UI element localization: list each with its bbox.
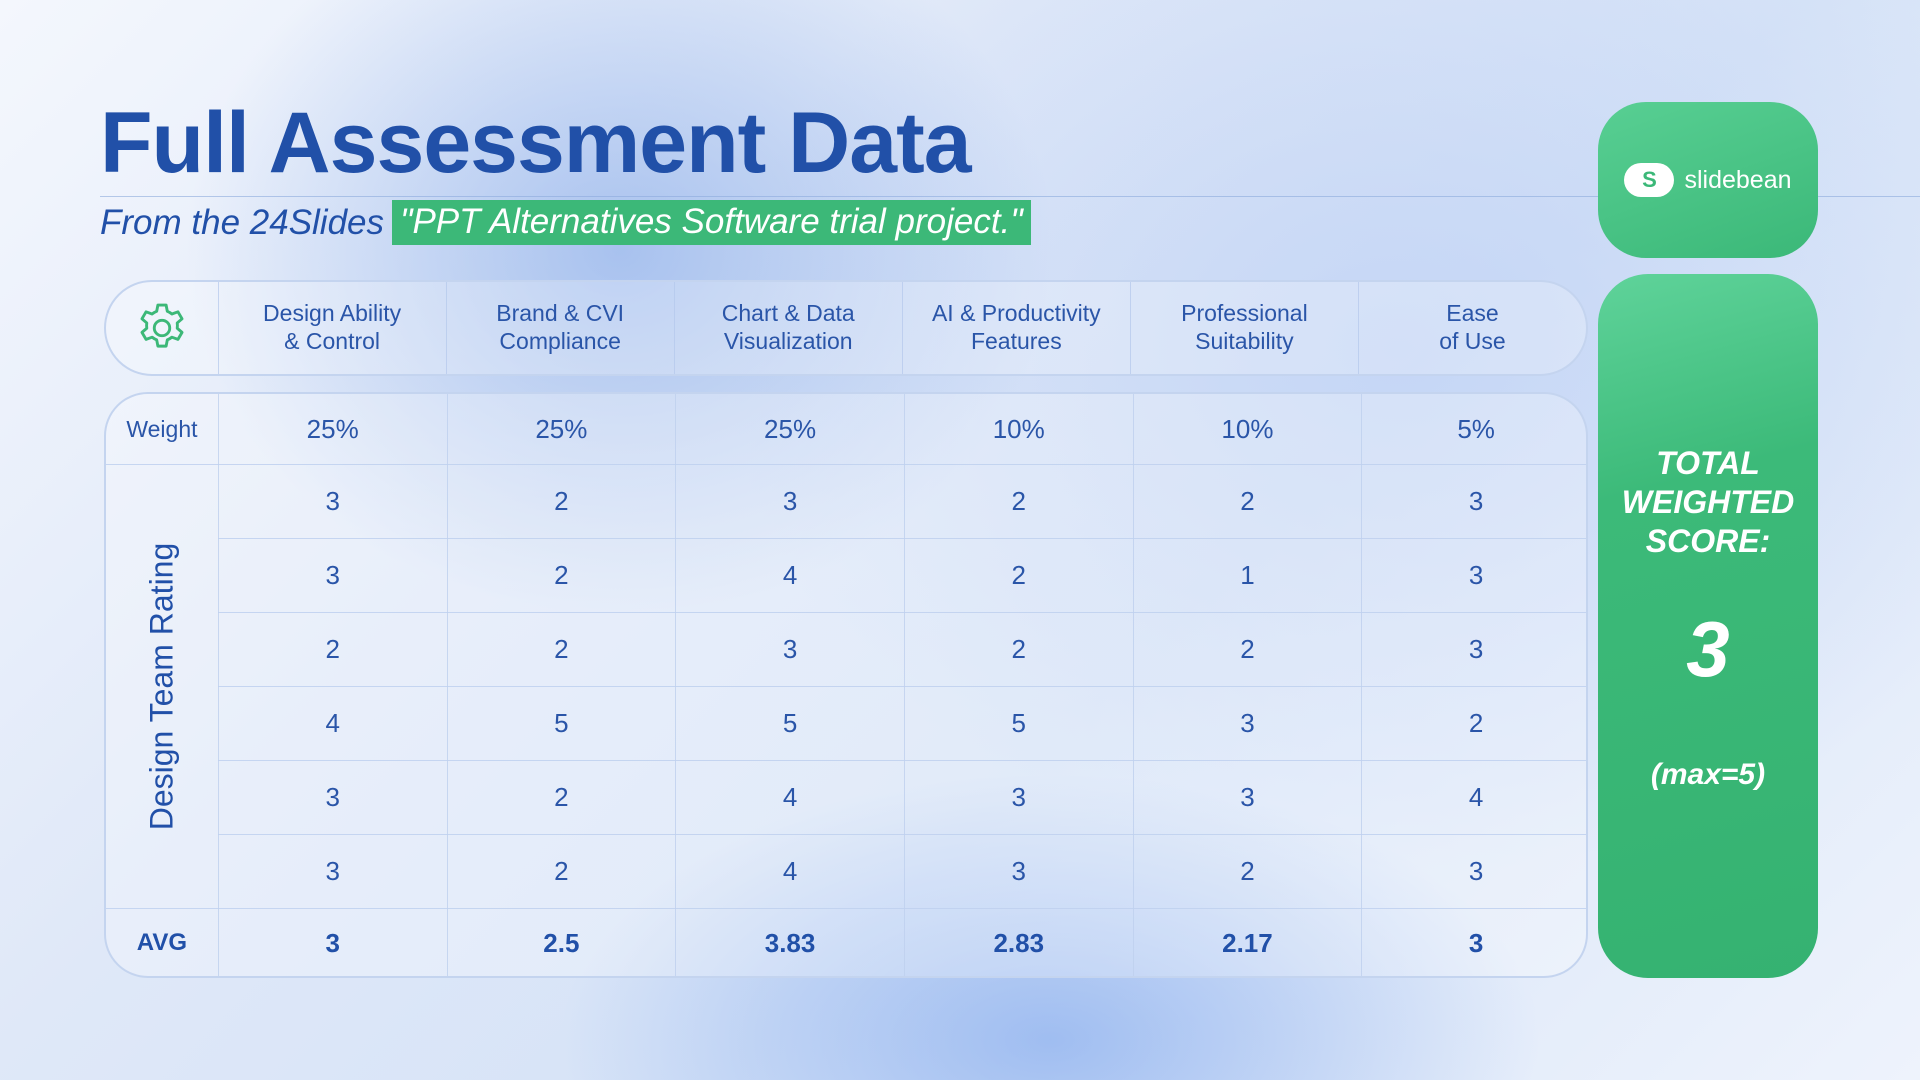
assessment-table: Weight 25% 25% 25% 10% 10% 5% Design Tea… xyxy=(104,392,1588,978)
rating-cell: 3 xyxy=(903,834,1133,908)
row-divider xyxy=(218,538,1586,539)
row-spacer xyxy=(106,834,218,908)
rating-cell: 3 xyxy=(217,834,447,908)
header-professional: Professional Suitability xyxy=(1129,282,1358,374)
weight-cell: 10% xyxy=(1132,394,1362,464)
gear-icon xyxy=(140,303,184,348)
avg-label: AVG xyxy=(136,929,188,956)
score-max: (max=5) xyxy=(1650,758,1766,791)
rating-cell: 5 xyxy=(903,686,1133,760)
slidebean-logo-icon: S xyxy=(1624,163,1675,197)
row-divider xyxy=(106,908,1586,909)
rating-cell: 2 xyxy=(446,834,676,908)
rating-cell: 4 xyxy=(675,538,904,612)
rating-cell: 2 xyxy=(217,612,447,686)
subtitle: From the 24Slides "PPT Alternatives Soft… xyxy=(100,200,1031,245)
rating-cell: 4 xyxy=(1361,760,1586,834)
avg-cell: 2.17 xyxy=(1132,908,1362,976)
avg-cell: 2.83 xyxy=(903,908,1133,976)
row-spacer xyxy=(106,686,218,760)
weight-cell: 5% xyxy=(1361,394,1586,464)
header-icon-cell xyxy=(106,282,218,374)
score-title: TOTAL WEIGHTED SCORE: xyxy=(1621,445,1795,560)
rating-cell: 2 xyxy=(446,760,676,834)
weight-cell: 25% xyxy=(675,394,904,464)
rating-cell: 3 xyxy=(1132,760,1362,834)
rating-cell: 2 xyxy=(1132,834,1362,908)
weight-cell: 10% xyxy=(903,394,1133,464)
brand-name: slidebean xyxy=(1684,165,1792,194)
rating-cell: 2 xyxy=(1132,464,1362,538)
subtitle-prefix: From the 24Slides xyxy=(100,202,385,242)
rating-cell: 3 xyxy=(1361,612,1586,686)
row-divider xyxy=(218,834,1586,835)
page-title: Full Assessment Data xyxy=(100,95,972,191)
rating-cell: 1 xyxy=(1132,538,1362,612)
rating-cell: 3 xyxy=(903,760,1133,834)
rating-cell: 3 xyxy=(1361,538,1586,612)
rating-cell: 4 xyxy=(675,834,904,908)
rating-cell: 2 xyxy=(1361,686,1586,760)
rating-cell: 2 xyxy=(446,464,676,538)
header-chart-data: Chart & Data Visualization xyxy=(673,282,902,374)
rating-cell: 3 xyxy=(1361,834,1586,908)
header-ease-of-use: Ease of Use xyxy=(1357,282,1586,374)
header-brand-cvi: Brand & CVI Compliance xyxy=(445,282,674,374)
rating-cell: 3 xyxy=(1132,686,1362,760)
rating-cell: 5 xyxy=(675,686,904,760)
rating-cell: 2 xyxy=(1132,612,1362,686)
rating-cell: 3 xyxy=(675,464,904,538)
rating-cell: 3 xyxy=(217,464,447,538)
rating-cell: 2 xyxy=(903,612,1133,686)
subtitle-divider xyxy=(100,196,1920,197)
score-panel: TOTAL WEIGHTED SCORE: 3 (max=5) xyxy=(1598,274,1818,978)
weight-row: Weight 25% 25% 25% 10% 10% 5% xyxy=(106,394,1586,464)
rating-cell: 4 xyxy=(675,760,904,834)
row-spacer xyxy=(106,464,218,538)
weight-label: Weight xyxy=(126,415,198,442)
avg-cell: 3 xyxy=(217,908,447,976)
row-divider xyxy=(218,612,1586,613)
row-spacer xyxy=(106,760,218,834)
avg-row: AVG 3 2.5 3.83 2.83 2.17 3 xyxy=(106,908,1586,976)
row-divider xyxy=(218,760,1586,761)
avg-cell: 3 xyxy=(1361,908,1586,976)
rating-cell: 2 xyxy=(903,538,1133,612)
weight-cell: 25% xyxy=(217,394,447,464)
weight-cell: 25% xyxy=(446,394,676,464)
rating-cell: 3 xyxy=(217,760,447,834)
rating-cell: 2 xyxy=(446,612,676,686)
table-header: Design Ability & Control Brand & CVI Com… xyxy=(104,280,1588,376)
subtitle-highlight: "PPT Alternatives Software trial project… xyxy=(392,200,1031,245)
score-value: 3 xyxy=(1686,605,1730,693)
row-divider xyxy=(218,686,1586,687)
row-spacer xyxy=(106,538,218,612)
rating-cell: 3 xyxy=(217,538,447,612)
rating-cell: 2 xyxy=(903,464,1133,538)
avg-cell: 3.83 xyxy=(675,908,904,976)
rating-cell: 4 xyxy=(217,686,447,760)
rating-cell: 3 xyxy=(675,612,904,686)
avg-cell: 2.5 xyxy=(446,908,676,976)
rating-cell: 5 xyxy=(446,686,676,760)
row-divider xyxy=(106,464,1586,465)
header-design-ability: Design Ability & Control xyxy=(217,282,446,374)
brand-badge: S slidebean xyxy=(1598,102,1818,258)
rating-cell: 2 xyxy=(446,538,676,612)
header-ai-productivity: AI & Productivity Features xyxy=(901,282,1130,374)
rating-cell: 3 xyxy=(1361,464,1586,538)
row-spacer xyxy=(106,612,218,686)
